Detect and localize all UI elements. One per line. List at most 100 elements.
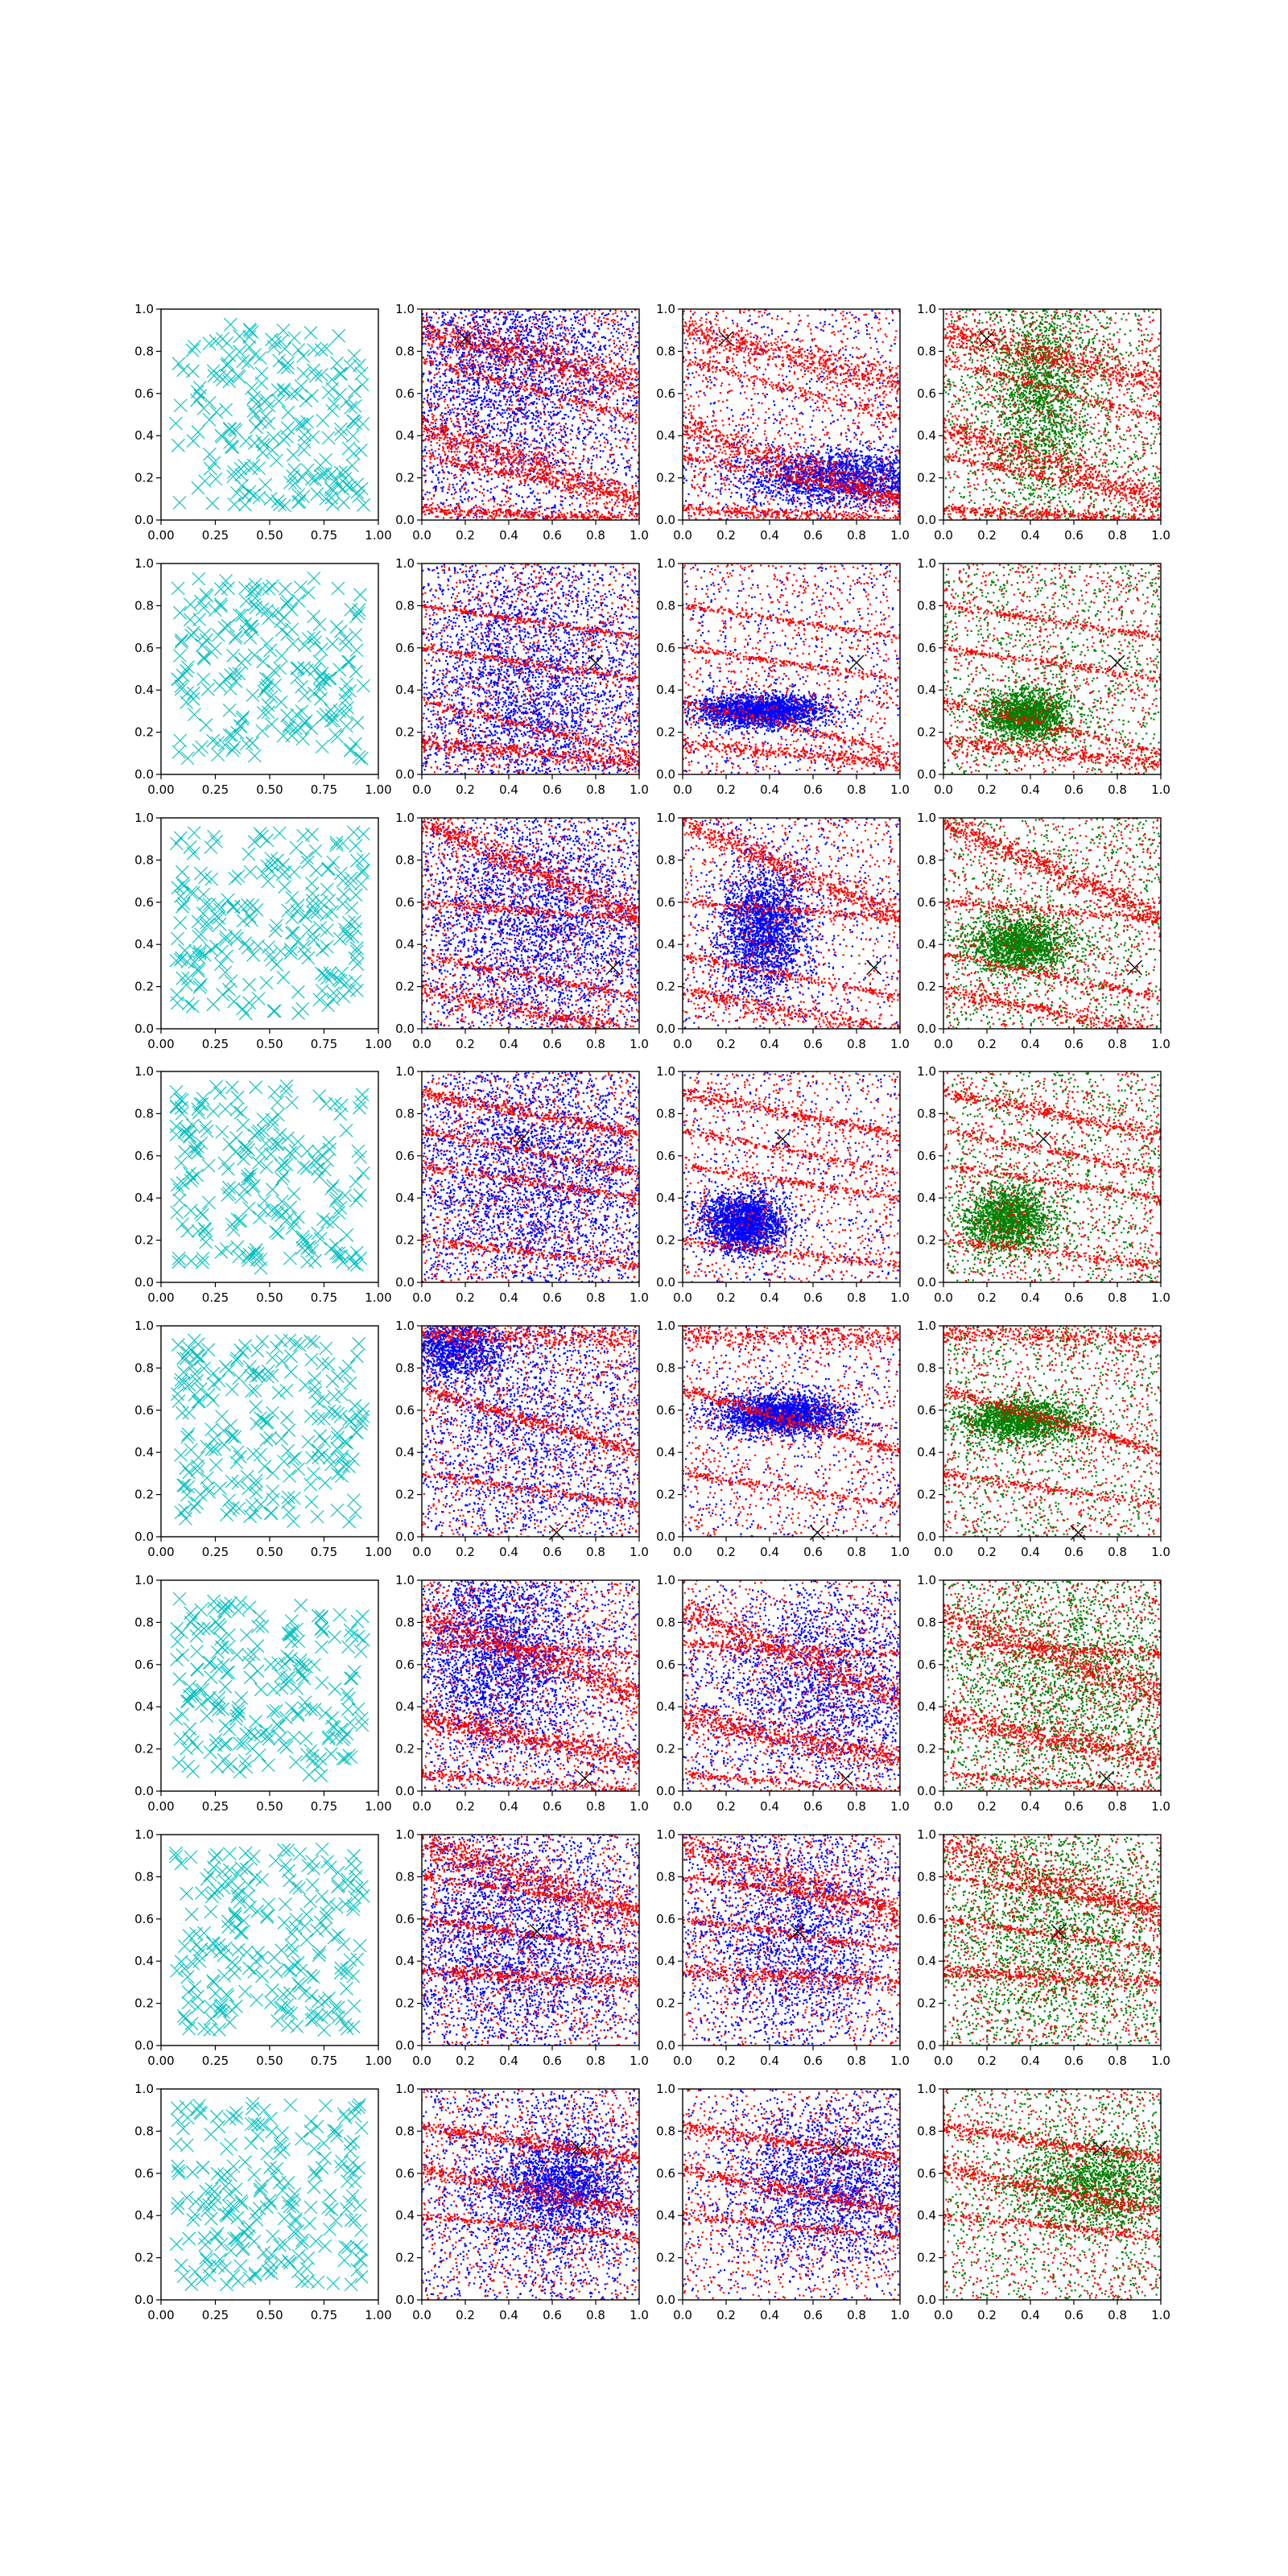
x-tick-label: 0.4: [1021, 2054, 1040, 2068]
subplot-r8-c3: 0.0 0.2 0.4 0.6 0.8 1.00.00.20.40.60.81.0: [656, 2082, 910, 2322]
subplot-r7-c2: 0.0 0.2 0.4 0.6 0.8 1.00.00.20.40.60.81.0: [395, 1827, 649, 2068]
y-tick-label: 1.0: [656, 302, 675, 316]
y-tick-label: 0.8: [134, 1106, 154, 1121]
x-tick-label: 0.75: [311, 1290, 337, 1305]
y-tick-label: 0.6: [395, 1657, 415, 1672]
y-tick-label: 0.4: [656, 683, 675, 697]
x-tick-label: 1.00: [365, 782, 391, 797]
x-tick-label: 1.0: [1151, 1799, 1170, 1814]
target-x-marker: [867, 960, 881, 975]
y-tick-label: 0.2: [395, 1742, 415, 1757]
x-tick-label: 0.25: [202, 1290, 229, 1305]
points-layer: [682, 563, 901, 774]
y-tick-label: 0.6: [395, 1912, 415, 1926]
y-tick-label: 1.0: [395, 2082, 415, 2096]
y-tick-label: 0.4: [656, 1445, 675, 1459]
x-tick-label: 0.6: [1064, 1799, 1084, 1814]
subplot-r1-c3: 0.0 0.2 0.4 0.6 0.8 1.00.00.20.40.60.81.0: [656, 302, 910, 543]
target-x-marker: [1036, 1132, 1051, 1146]
x-tick-label: 0.4: [760, 2308, 779, 2322]
x-tick-label: 0.2: [456, 528, 475, 543]
y-tick-label: 0.4: [917, 1191, 936, 1205]
y-tick-label: 0.8: [134, 1615, 154, 1629]
y-tick-label: 0.0: [134, 1530, 154, 1544]
x-tick-label: 0.2: [456, 1799, 475, 1814]
x-tick-label: 0.6: [803, 1545, 823, 1559]
y-tick-label: 0.2: [917, 1488, 936, 1502]
green-points: [943, 1325, 1162, 1538]
y-tick-label: 0.4: [395, 1191, 415, 1205]
x-tick-label: 0.2: [456, 782, 475, 797]
x-tick-label: 0.0: [412, 1037, 431, 1051]
y-tick-label: 0.6: [656, 895, 675, 910]
points-layer: [943, 2088, 1162, 2301]
x-tick-label: 0.0: [673, 1545, 692, 1559]
y-tick-label: 0.8: [395, 598, 415, 613]
x-tick-label: 0.4: [760, 528, 779, 543]
y-tick-label: 0.6: [395, 1403, 415, 1418]
y-tick-label: 1.0: [656, 2082, 675, 2096]
x-tick-label: 0.8: [847, 1799, 866, 1814]
y-tick-label: 0.2: [134, 2251, 154, 2265]
x-tick-label: 0.8: [847, 1037, 866, 1051]
y-tick-label: 0.6: [656, 1657, 675, 1672]
subplot-r5-c2: 0.0 0.2 0.4 0.6 0.8 1.00.00.20.40.60.81.0: [395, 1319, 649, 1559]
y-tick-label: 0.6: [917, 1149, 936, 1163]
y-tick-label: 0.4: [395, 937, 415, 952]
x-tick-label: 0.6: [803, 2308, 823, 2322]
y-tick-label: 0.2: [917, 2251, 936, 2265]
x-tick-label: 0.0: [934, 1037, 953, 1051]
x-tick-label: 0.25: [202, 1545, 229, 1559]
x-tick-label: 0.00: [147, 1545, 174, 1559]
x-tick-label: 0.2: [977, 2054, 997, 2068]
x-tick-label: 0.4: [499, 1037, 518, 1051]
subplot-r6-c4: 0.0 0.2 0.4 0.6 0.8 1.00.00.20.40.60.81.0: [917, 1573, 1170, 1814]
y-tick-label: 0.4: [395, 1699, 415, 1714]
y-tick-label: 0.2: [134, 1742, 154, 1757]
y-tick-label: 0.0: [917, 1784, 936, 1798]
y-tick-label: 0.8: [917, 1360, 936, 1375]
axes-frame: [161, 1326, 378, 1537]
y-tick-label: 0.6: [134, 1149, 154, 1163]
y-tick-label: 0.6: [395, 386, 415, 401]
y-tick-label: 1.0: [134, 811, 154, 825]
x-tick-label: 0.50: [256, 782, 283, 797]
y-tick-label: 0.2: [656, 1233, 675, 1248]
y-tick-label: 1.0: [134, 1827, 154, 1842]
x-tick-label: 0.2: [716, 1290, 736, 1305]
uniform-marker-layer: [171, 572, 370, 765]
y-tick-label: 0.2: [134, 725, 154, 740]
y-tick-label: 0.2: [656, 980, 675, 994]
x-tick-label: 0.4: [1021, 1545, 1040, 1559]
x-tick-label: 1.0: [890, 1799, 910, 1814]
y-tick-label: 1.0: [656, 1827, 675, 1842]
y-tick-label: 1.0: [917, 1064, 936, 1079]
y-tick-label: 0.6: [656, 1149, 675, 1163]
x-tick-label: 0.0: [412, 2054, 431, 2068]
red-points: [682, 2088, 901, 2300]
x-tick-label: 1.00: [365, 1290, 391, 1305]
x-tick-label: 1.0: [630, 1545, 649, 1559]
subplot-r2-c1: 0.00 0.25 0.50 0.75 1.000.00.20.40.60.81.0: [134, 556, 392, 797]
x-tick-label: 1.0: [1151, 2308, 1170, 2322]
target-x-marker: [849, 655, 864, 670]
x-tick-label: 0.4: [760, 1037, 779, 1051]
y-tick-label: 1.0: [917, 2082, 936, 2096]
y-tick-label: 0.8: [395, 1360, 415, 1375]
x-tick-label: 0.2: [716, 1037, 736, 1051]
y-tick-label: 0.0: [917, 1275, 936, 1290]
subplot-r1-c4: 0.0 0.2 0.4 0.6 0.8 1.00.00.20.40.60.81.0: [917, 302, 1170, 543]
x-tick-label: 0.6: [1064, 782, 1084, 797]
x-tick-label: 0.4: [499, 528, 518, 543]
y-tick-label: 1.0: [134, 1319, 154, 1333]
y-tick-label: 0.8: [134, 852, 154, 867]
axes-frame: [161, 818, 378, 1029]
x-tick-label: 1.0: [890, 2308, 910, 2322]
y-tick-label: 1.0: [395, 1827, 415, 1842]
blue-points: [421, 817, 640, 1030]
x-tick-label: 0.6: [1064, 528, 1084, 543]
y-tick-label: 0.4: [656, 1699, 675, 1714]
x-tick-label: 1.00: [365, 528, 391, 543]
y-tick-label: 0.2: [134, 980, 154, 994]
points-layer: [943, 1834, 1162, 2046]
